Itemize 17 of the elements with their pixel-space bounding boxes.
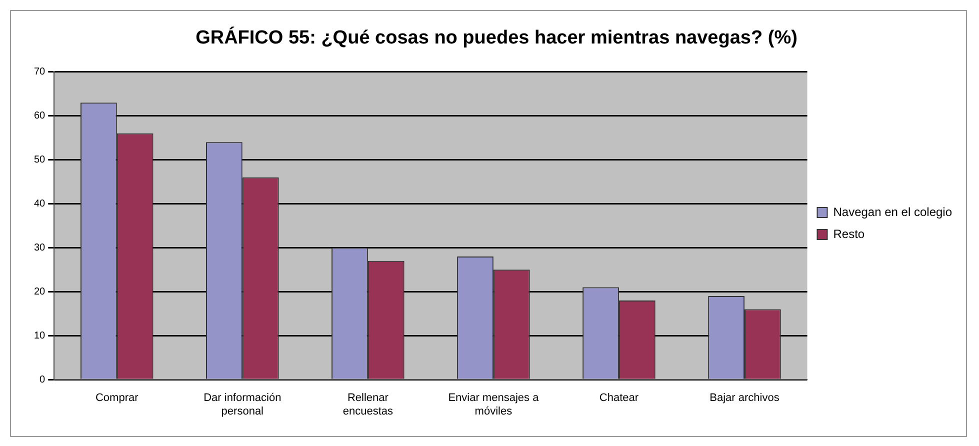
- y-tick-label: 10: [34, 330, 46, 342]
- chart-title: GRÁFICO 55: ¿Qué cosas no puedes hacer mientras navegas? (%): [196, 26, 798, 49]
- x-tick-label: Bajar archivos: [710, 392, 780, 404]
- y-tick-label: 50: [34, 154, 46, 166]
- x-tick-label: Comprar: [95, 392, 139, 404]
- x-tick-label: Chatear: [599, 392, 639, 404]
- y-tick-label: 40: [34, 198, 46, 210]
- y-tick-label: 30: [34, 242, 46, 254]
- y-tick-label: 70: [34, 66, 46, 78]
- x-tick-label: Dar información personal: [204, 392, 282, 418]
- y-tick-label: 60: [34, 110, 46, 122]
- x-tick-label: Enviar mensajes a móviles: [448, 392, 540, 418]
- legend-label: Navegan en el colegio: [833, 204, 952, 219]
- x-tick-label: Rellenar encuestas: [342, 392, 394, 418]
- y-tick-label: 20: [34, 286, 46, 298]
- legend-label: Resto: [833, 226, 865, 241]
- y-tick-label: 0: [40, 374, 46, 386]
